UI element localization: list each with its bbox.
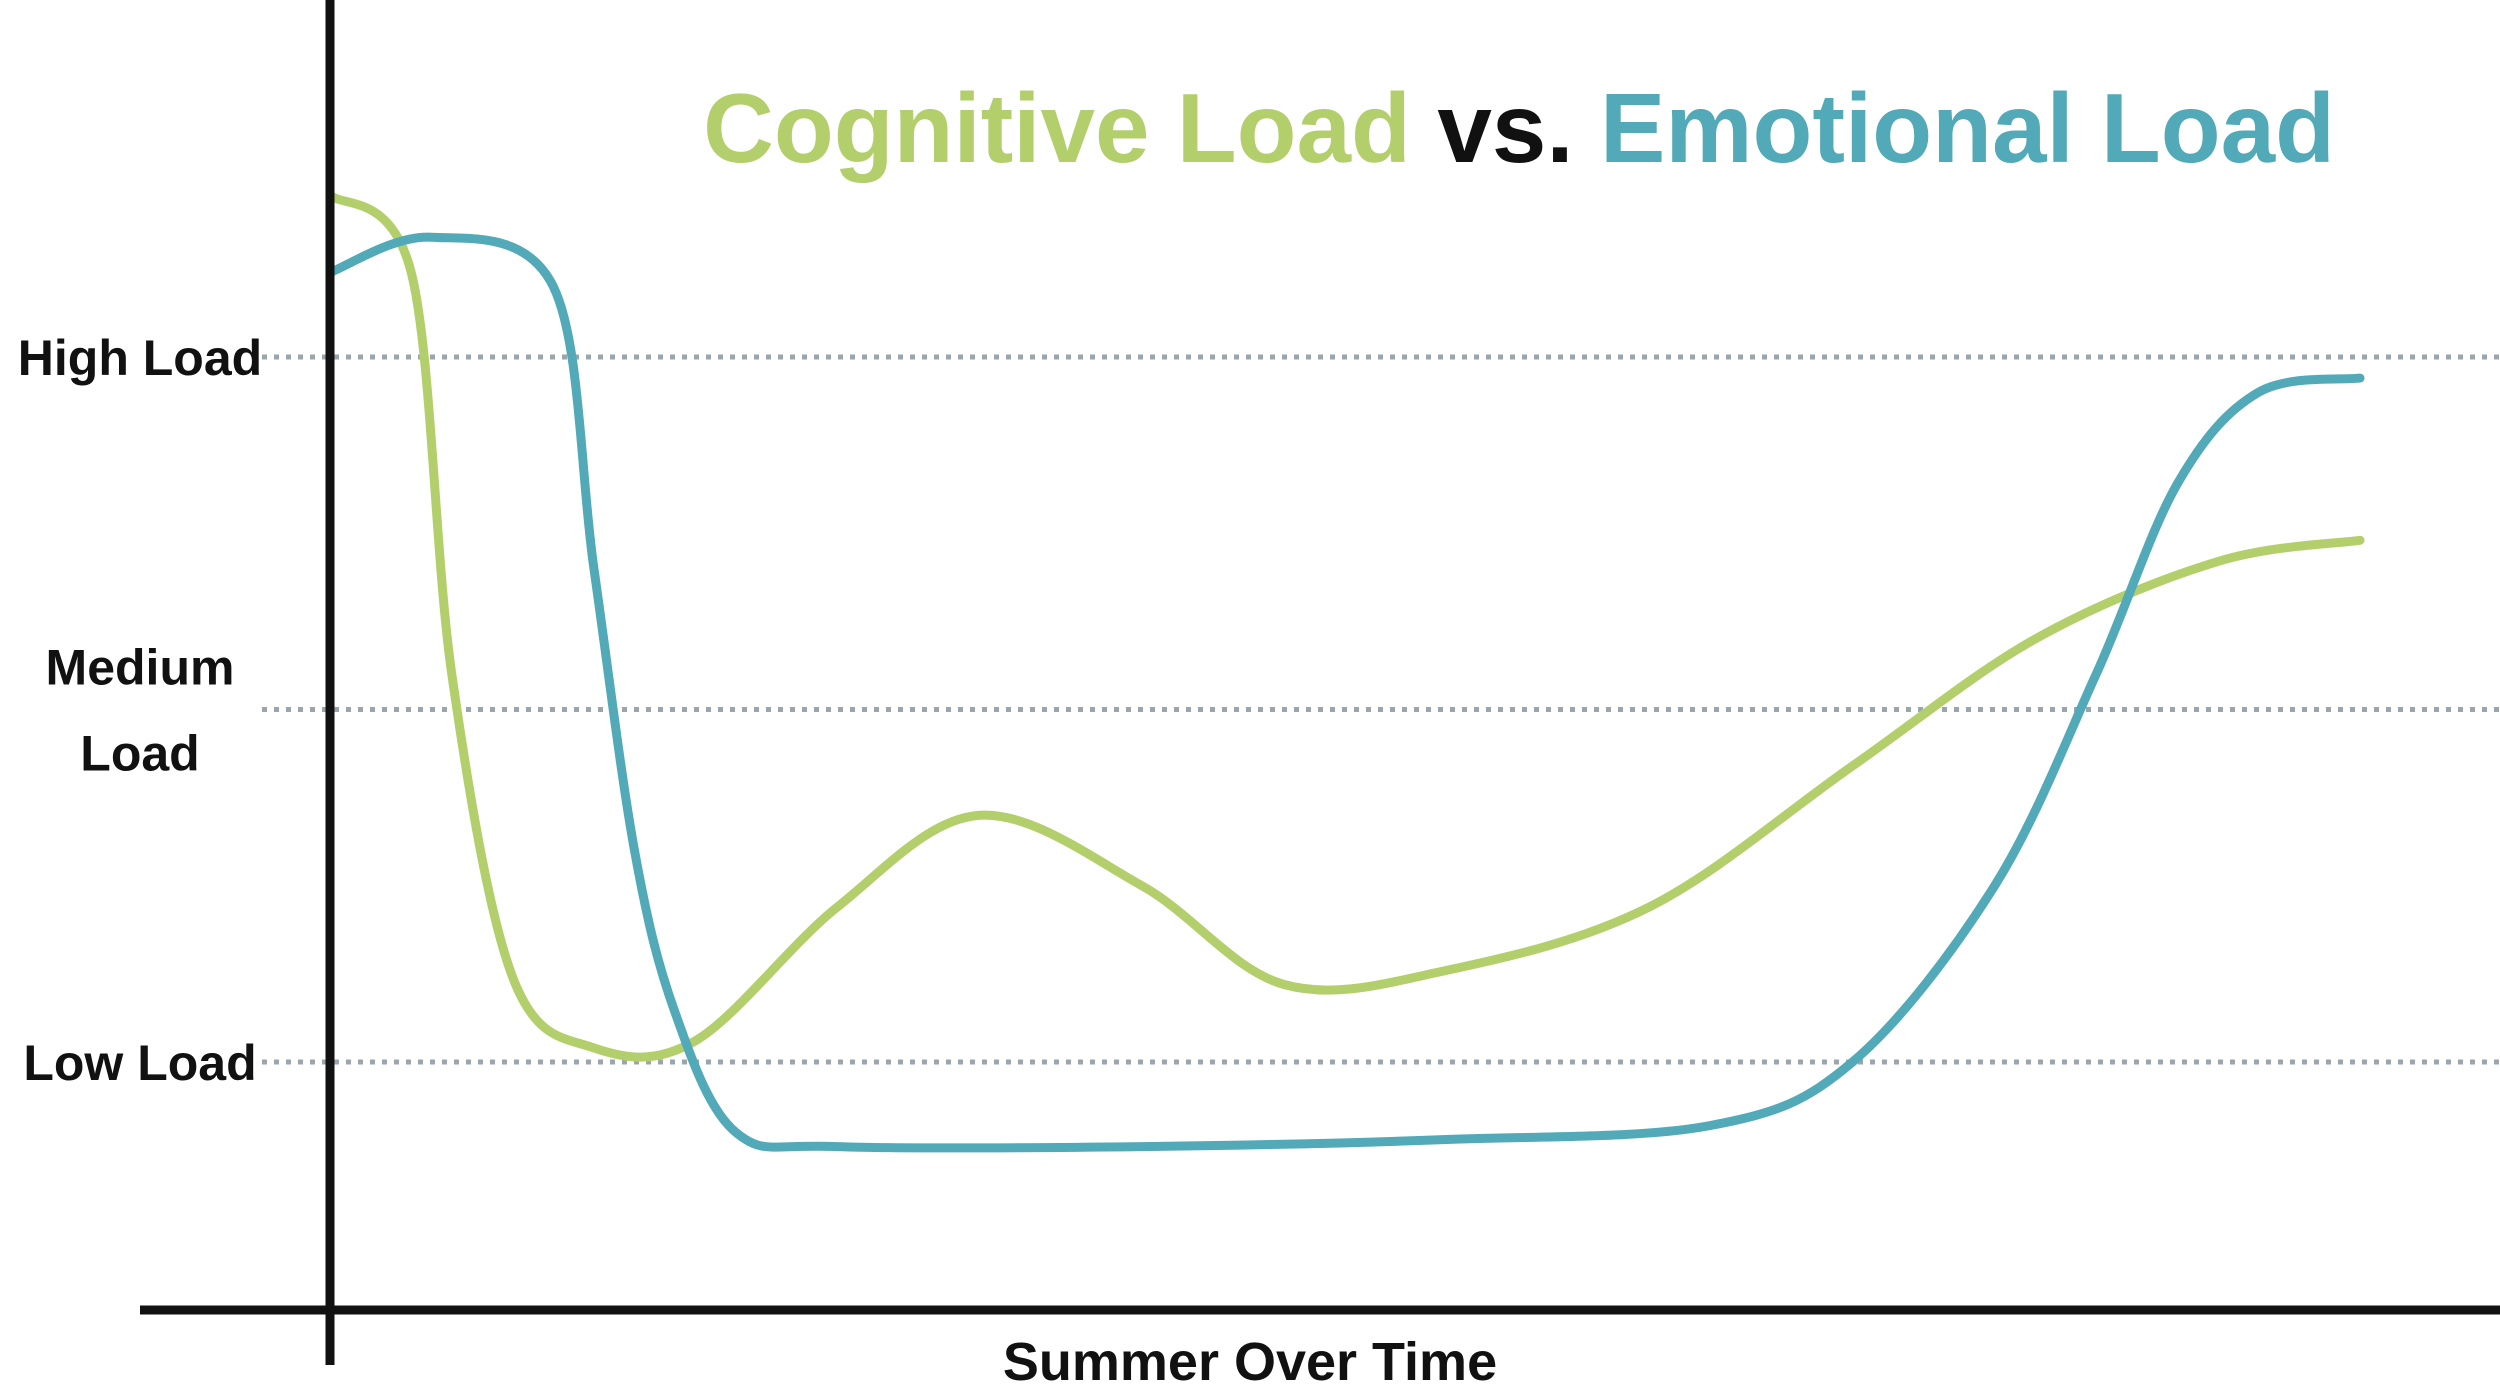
title-cognitive: Cognitive Load (703, 73, 1411, 183)
y-tick-label-line: Medium (46, 640, 235, 696)
y-tick-labels: High Load Medium Load Low Load (18, 330, 262, 1091)
y-tick-label-0: High Load (18, 330, 262, 386)
series-line-cognitive-load (325, 190, 2365, 1062)
series-line-emotional-load (325, 232, 2365, 1153)
y-tick-label-2: Low Load (23, 1035, 256, 1091)
series-layer (325, 190, 2365, 1153)
chart-title: Cognitive Load vs. Emotional Load (703, 73, 2335, 183)
y-tick-label-line: Low Load (23, 1035, 256, 1091)
gridlines (262, 354, 2500, 1065)
y-tick-label-line: High Load (18, 330, 262, 386)
y-tick-label-1: Medium Load (46, 640, 235, 782)
x-axis-label: Summer Over Time (1003, 1332, 1497, 1392)
y-tick-label-line: Load (80, 726, 199, 782)
title-emotional: Emotional Load (1600, 73, 2335, 183)
title-vs: vs. (1437, 73, 1573, 183)
